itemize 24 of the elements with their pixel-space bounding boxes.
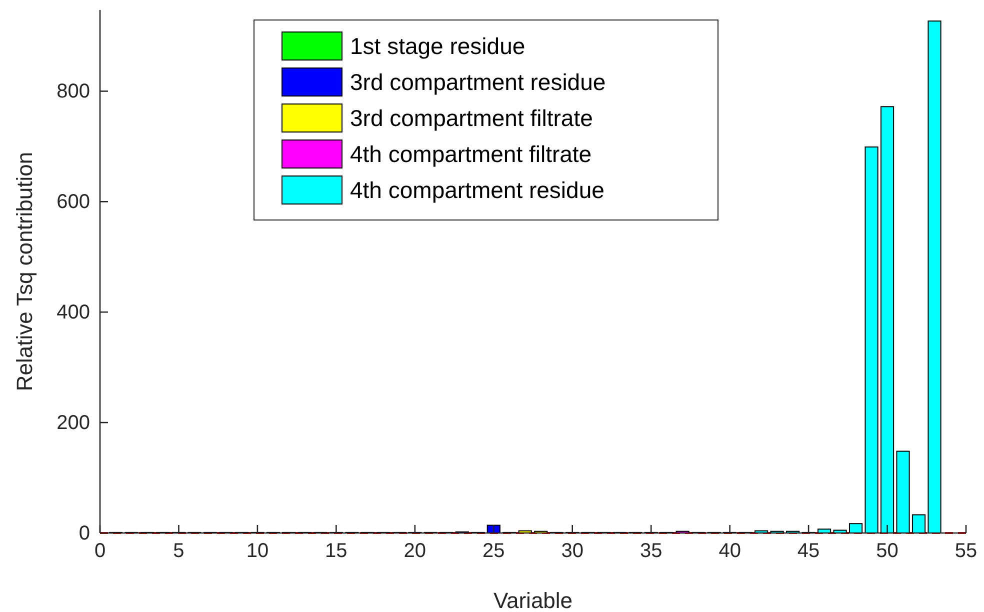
x-tick-label: 0 (94, 540, 106, 562)
x-tick-label: 45 (797, 540, 820, 562)
x-tick-label: 30 (561, 540, 584, 562)
y-tick-label: 600 (56, 191, 90, 214)
legend-label: 1st stage residue (350, 33, 526, 59)
x-tick-label: 10 (246, 540, 269, 562)
legend-label: 4th compartment filtrate (350, 141, 592, 167)
y-tick-label: 400 (56, 301, 90, 324)
x-tick-label: 20 (404, 540, 426, 562)
x-tick-label: 50 (876, 540, 898, 562)
x-tick-label: 25 (482, 540, 505, 562)
x-tick-label: 40 (718, 540, 741, 562)
y-tick-label: 800 (56, 80, 90, 103)
legend-label: 3rd compartment filtrate (350, 105, 593, 131)
x-axis-title: Variable (493, 588, 573, 612)
x-tick-label: 55 (954, 540, 978, 562)
y-tick-label: 200 (56, 412, 90, 434)
legend-label: 4th compartment residue (350, 177, 604, 203)
y-tick-label: 0 (78, 522, 90, 544)
x-tick-label: 15 (325, 540, 348, 562)
x-tick-label: 35 (640, 540, 662, 562)
y-axis-title: Relative Tsq contribution (12, 152, 37, 392)
legend-label: 3rd compartment residue (350, 69, 606, 95)
x-tick-label: 5 (173, 540, 184, 562)
